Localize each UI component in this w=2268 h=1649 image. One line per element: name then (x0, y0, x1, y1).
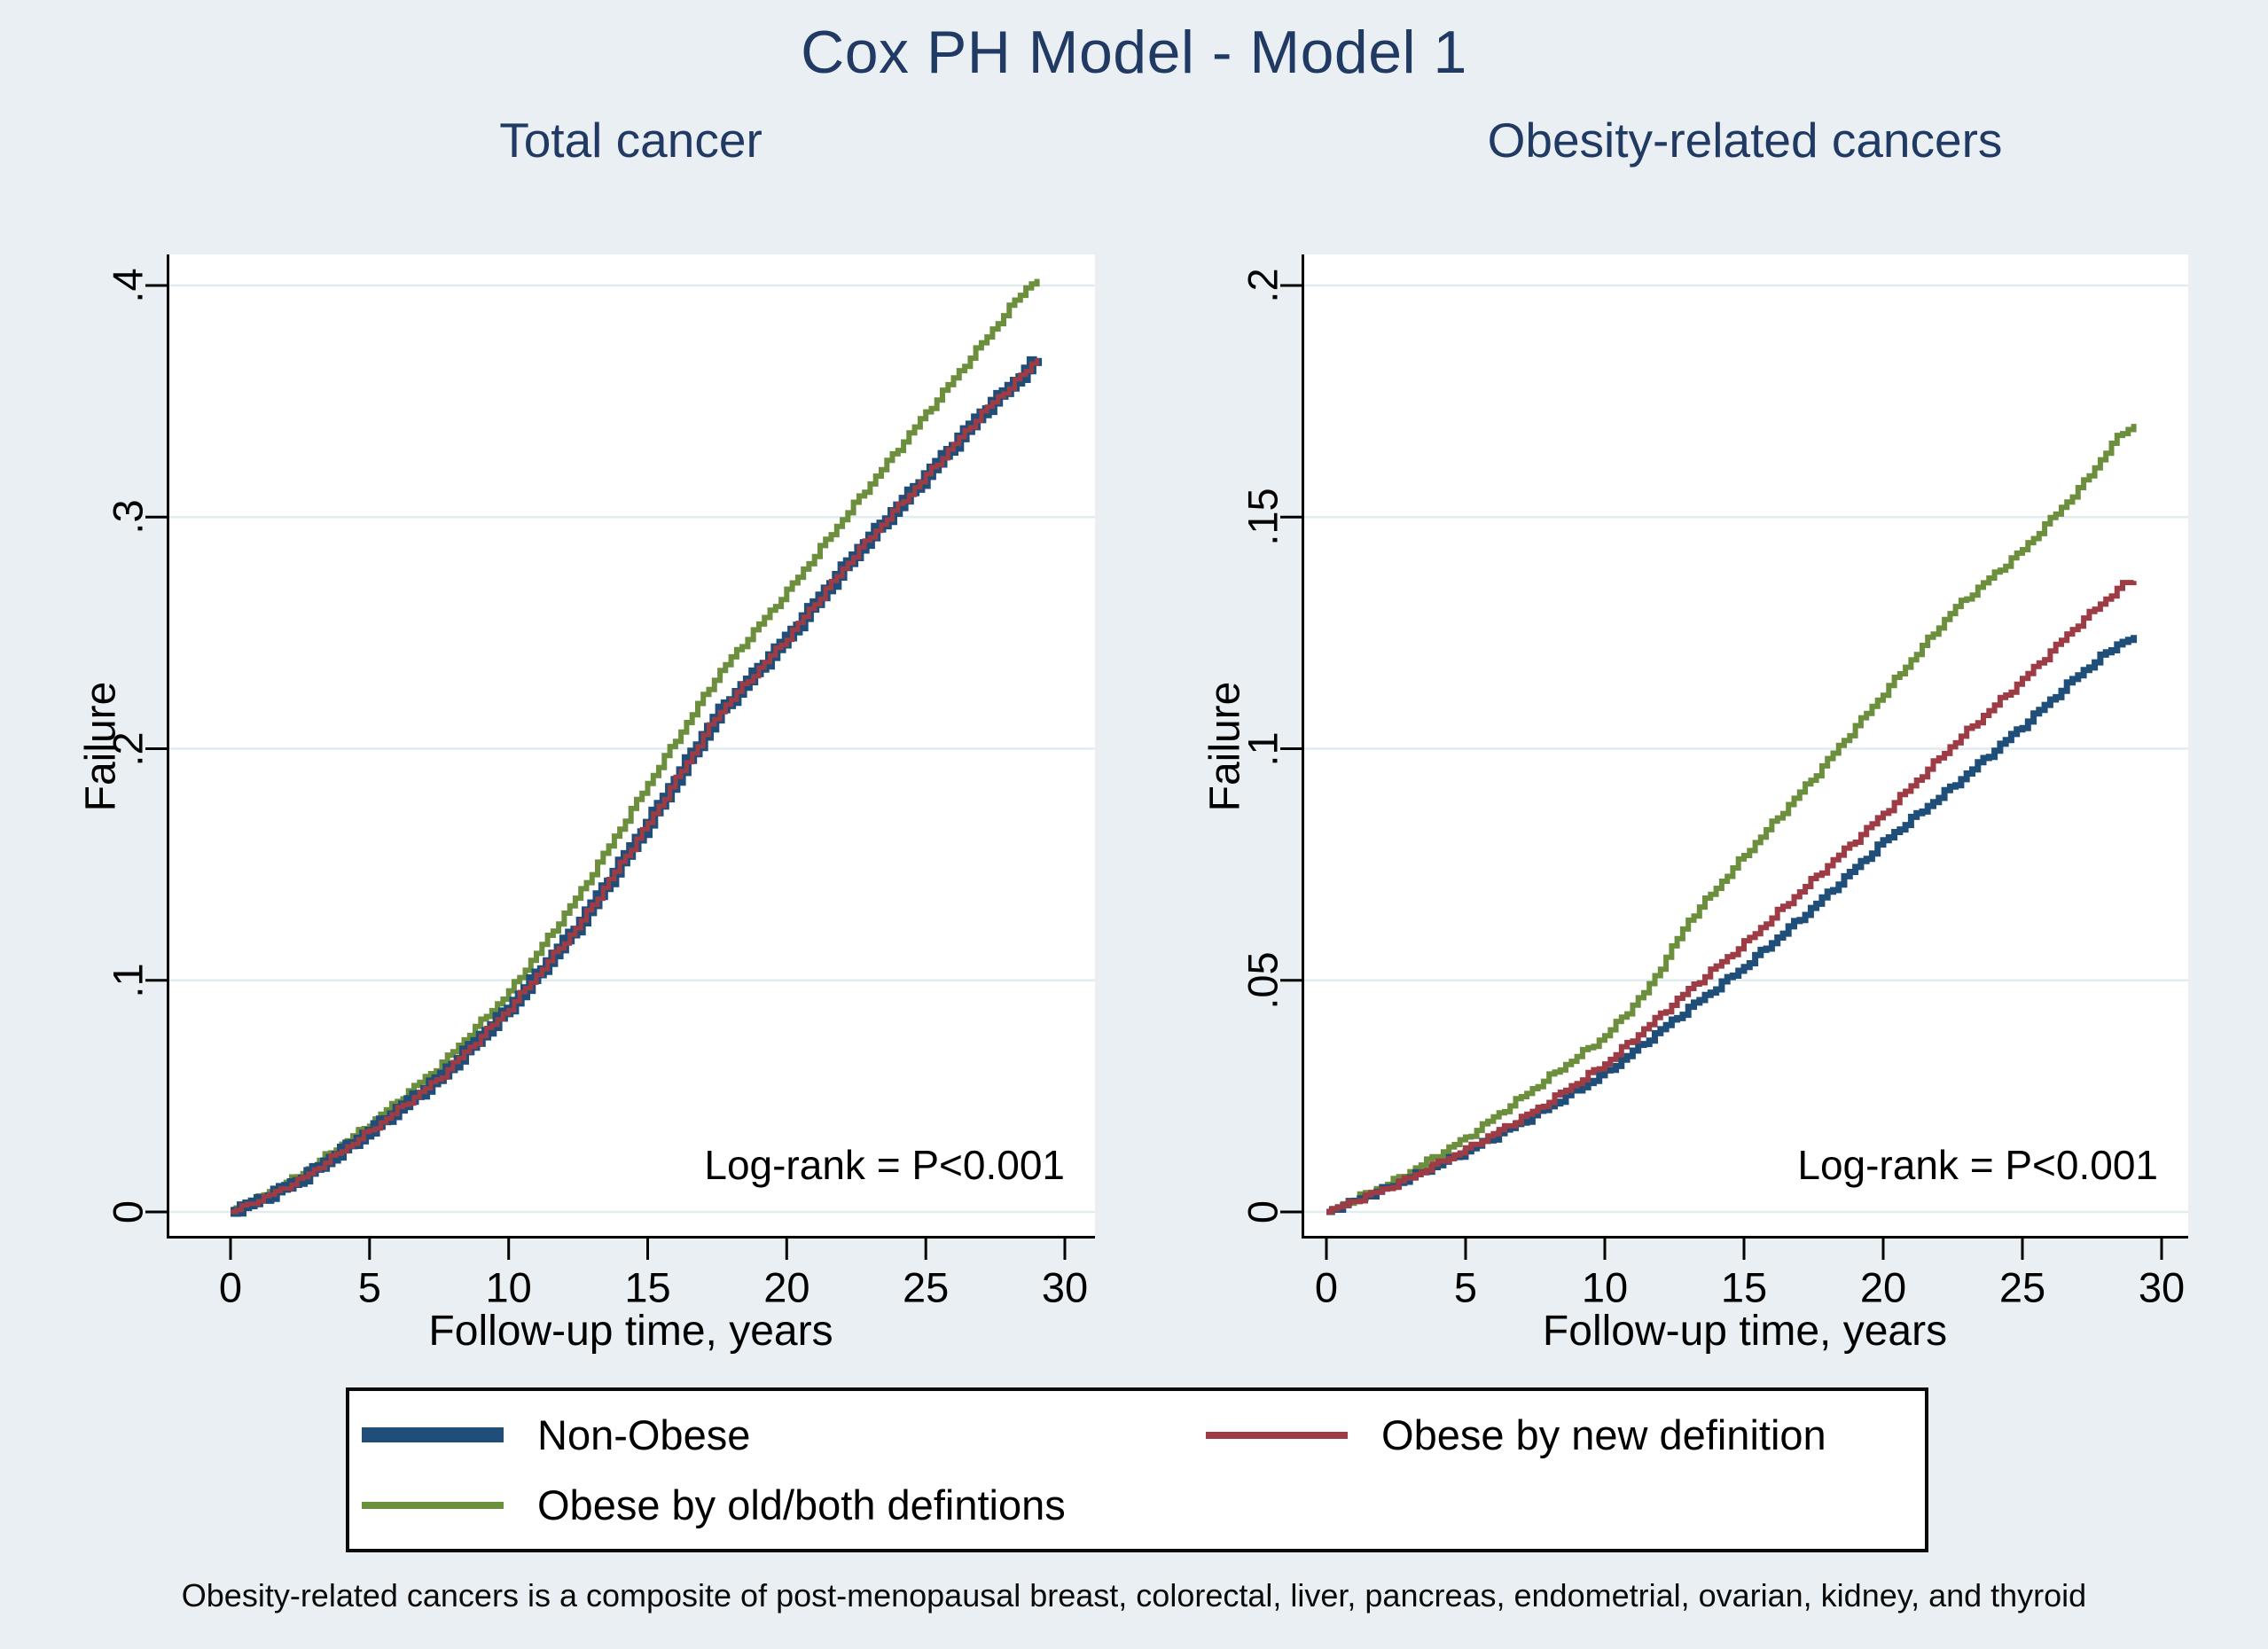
y-tick-label: .3 (104, 499, 152, 535)
panel-title-obesity-related: Obesity-related cancers (1487, 113, 2003, 168)
x-axis-title-left: Follow-up time, years (428, 1308, 833, 1355)
y-tick-label: .2 (104, 731, 152, 767)
x-tick-label: 25 (1998, 1263, 2046, 1311)
x-tick-label: 25 (903, 1263, 950, 1311)
x-tick-label: 15 (624, 1263, 671, 1311)
y-tick-label: .15 (1239, 488, 1287, 546)
panel-title-total-cancer: Total cancer (499, 113, 763, 168)
plot-obesity-related: Log-rank = P<0.001 0 .05 .1 .15 .2 0 5 10 15 20 25… (1240, 254, 2188, 1311)
y-tick-label: 0 (104, 1200, 152, 1224)
x-tick-label: 5 (1453, 1263, 1478, 1311)
series-obese_old (231, 278, 1040, 1215)
x-tick-label: 10 (1581, 1263, 1629, 1311)
plot-svg (1280, 254, 2188, 1260)
x-tick-label: 5 (357, 1263, 381, 1311)
figure-title: Cox PH Model - Model 1 (801, 19, 1467, 86)
x-tick-label: 0 (218, 1263, 243, 1311)
legend-label-obese-old: Obese by old/both defintions (537, 1481, 1066, 1528)
legend: Non-Obese Obese by new definition Obese … (346, 1387, 1928, 1552)
series-obese_new (231, 358, 1040, 1215)
series-obese_old (1326, 424, 2137, 1215)
y-tick-label: .4 (104, 268, 152, 303)
legend-label-obese-new: Obese by new definition (1381, 1411, 1826, 1458)
obese-new-line-swatch (1206, 1431, 1349, 1439)
non-obese-line-swatch (362, 1427, 504, 1442)
x-tick-label: 20 (763, 1263, 810, 1311)
x-tick-label: 20 (1859, 1263, 1907, 1311)
x-tick-label: 10 (485, 1263, 532, 1311)
legend-entry-obese-new: Obese by new definition (1206, 1414, 1925, 1456)
x-tick-label: 15 (1720, 1263, 1768, 1311)
y-tick-label: .1 (104, 963, 152, 998)
legend-entry-non-obese: Non-Obese (362, 1414, 1206, 1456)
plot-svg (145, 254, 1095, 1260)
log-rank-annotation-left: Log-rank = P<0.001 (704, 1142, 1065, 1188)
y-tick-label: .1 (1239, 731, 1287, 767)
footnote: Obesity-related cancers is a composite o… (181, 1577, 2087, 1614)
x-tick-label: 0 (1314, 1263, 1339, 1311)
legend-entry-obese-old: Obese by old/both defintions (362, 1484, 1206, 1526)
log-rank-annotation-right: Log-rank = P<0.001 (1797, 1142, 2158, 1188)
x-tick-label: 30 (2138, 1263, 2186, 1311)
x-tick-label: 30 (1041, 1263, 1089, 1311)
y-tick-label: 0 (1239, 1200, 1287, 1224)
obese-old-line-swatch (362, 1501, 504, 1509)
y-tick-label: .05 (1239, 951, 1287, 1010)
plot-total-cancer: Log-rank = P<0.001 0 .1 .2 .3 .4 0 5 10 15 20 25 30 (105, 254, 1095, 1311)
series-non_obese (1326, 635, 2138, 1215)
series-obese_new (1326, 580, 2137, 1215)
legend-label-non-obese: Non-Obese (537, 1411, 751, 1458)
x-axis-title-right: Follow-up time, years (1542, 1308, 1948, 1355)
y-tick-label: .2 (1239, 268, 1287, 303)
